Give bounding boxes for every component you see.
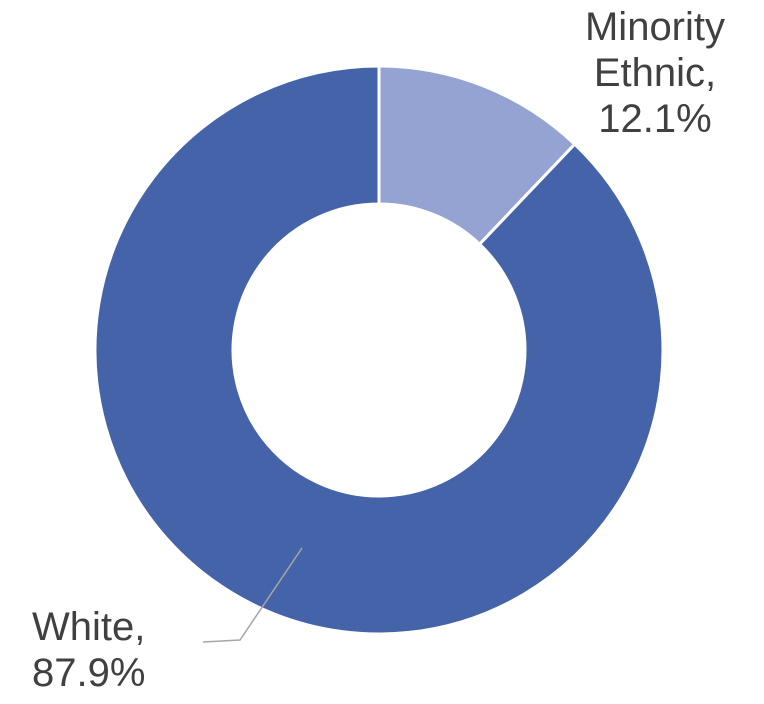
data-labels: Minority Ethnic, 12.1% White, 87.9% [32, 5, 725, 695]
data-label-minority-ethnic: Minority Ethnic, 12.1% [585, 5, 725, 141]
data-label-white: White, 87.9% [32, 605, 145, 695]
leader-line-white [202, 547, 303, 643]
donut-slices [93, 64, 665, 636]
leader-lines [202, 547, 303, 643]
slice-white [93, 64, 665, 636]
